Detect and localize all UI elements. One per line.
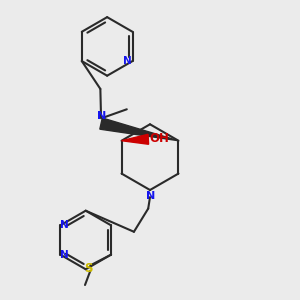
- Text: N: N: [60, 220, 69, 230]
- Text: OH: OH: [149, 132, 169, 146]
- Text: N: N: [97, 111, 106, 122]
- Polygon shape: [122, 134, 148, 144]
- Text: S: S: [84, 262, 93, 275]
- Text: N: N: [124, 56, 132, 66]
- Polygon shape: [100, 118, 178, 141]
- Text: N: N: [146, 191, 155, 201]
- Text: N: N: [60, 250, 69, 260]
